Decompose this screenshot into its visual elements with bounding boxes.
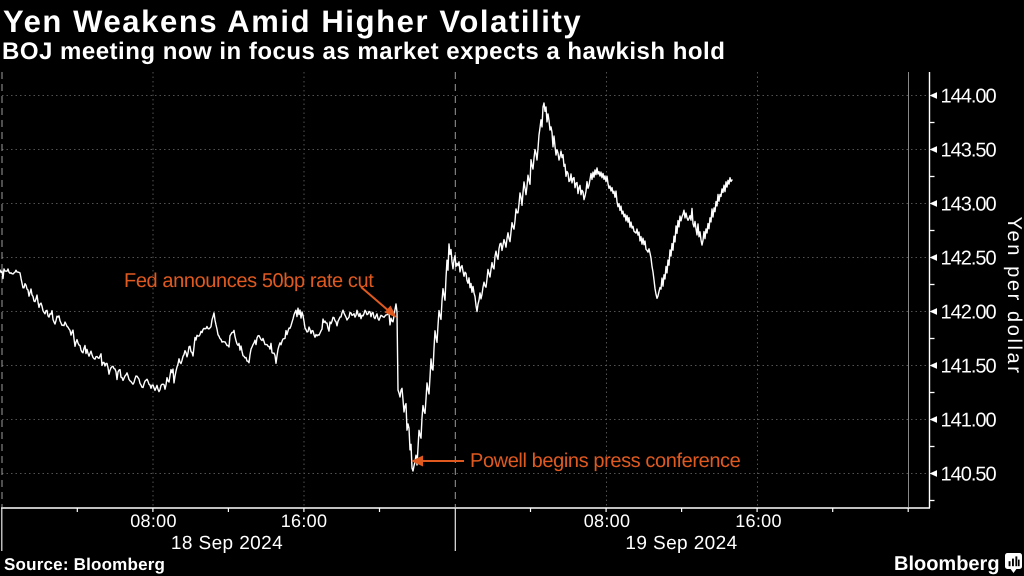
svg-text:143.00: 143.00 [941,194,997,216]
svg-text:08:00: 08:00 [584,511,631,531]
svg-text:16:00: 16:00 [735,511,782,531]
svg-text:Source: Bloomberg: Source: Bloomberg [4,555,165,574]
svg-text:16:00: 16:00 [281,511,328,531]
svg-text:BOJ meeting now in focus as ma: BOJ meeting now in focus as market expec… [2,38,725,65]
svg-text:08:00: 08:00 [130,511,177,531]
svg-text:Yen per dollar: Yen per dollar [1003,216,1024,375]
svg-text:141.50: 141.50 [941,356,997,378]
svg-text:143.50: 143.50 [941,140,997,162]
svg-text:Bloomberg: Bloomberg [894,553,1000,575]
svg-text:142.50: 142.50 [941,248,997,270]
svg-text:141.00: 141.00 [941,410,997,432]
svg-text:142.00: 142.00 [941,302,997,324]
svg-text:Fed announces 50bp rate cut: Fed announces 50bp rate cut [124,270,374,292]
svg-text:19 Sep 2024: 19 Sep 2024 [625,533,737,554]
svg-text:144.00: 144.00 [941,86,997,108]
svg-text:Yen Weakens Amid Higher Volati: Yen Weakens Amid Higher Volatility [3,4,582,39]
svg-text:140.50: 140.50 [941,464,997,486]
svg-text:Powell begins press conference: Powell begins press conference [470,450,741,472]
svg-text:18 Sep 2024: 18 Sep 2024 [171,533,283,554]
